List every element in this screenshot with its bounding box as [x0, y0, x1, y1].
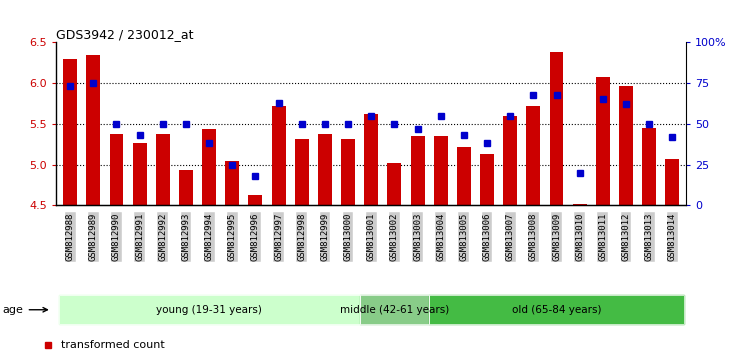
Bar [202, 129, 216, 205]
Bar [457, 147, 471, 205]
Bar [433, 136, 448, 205]
Bar [110, 135, 124, 205]
Text: GSM813001: GSM813001 [367, 213, 376, 262]
Bar [526, 106, 540, 205]
Text: GSM812995: GSM812995 [228, 213, 237, 262]
Bar [573, 204, 586, 205]
Text: GSM812994: GSM812994 [205, 213, 214, 262]
Bar [133, 143, 146, 205]
Text: GSM813012: GSM813012 [622, 213, 631, 262]
Text: GSM812988: GSM812988 [66, 213, 75, 262]
Text: age: age [3, 305, 47, 315]
Text: young (19-31 years): young (19-31 years) [156, 305, 262, 315]
Bar [550, 52, 563, 205]
Text: GSM813006: GSM813006 [482, 213, 491, 262]
Bar [360, 295, 429, 324]
Text: GSM813008: GSM813008 [529, 213, 538, 262]
Text: GSM813013: GSM813013 [645, 213, 654, 262]
Bar [480, 154, 494, 205]
Text: GSM813005: GSM813005 [460, 213, 469, 262]
Text: GSM813009: GSM813009 [552, 213, 561, 262]
Text: GSM813011: GSM813011 [598, 213, 608, 262]
Text: GSM812999: GSM812999 [320, 213, 329, 262]
Bar [429, 295, 684, 324]
Bar [388, 163, 401, 205]
Text: GSM812993: GSM812993 [182, 213, 190, 262]
Text: GSM812992: GSM812992 [158, 213, 167, 262]
Text: GSM813002: GSM813002 [390, 213, 399, 262]
Bar [63, 59, 77, 205]
Bar [272, 106, 286, 205]
Text: GDS3942 / 230012_at: GDS3942 / 230012_at [56, 28, 194, 41]
Bar [360, 295, 429, 324]
Text: GSM812989: GSM812989 [88, 213, 98, 262]
Text: old (65-84 years): old (65-84 years) [512, 305, 602, 315]
Text: GSM812990: GSM812990 [112, 213, 121, 262]
Text: middle (42-61 years): middle (42-61 years) [340, 305, 449, 315]
Text: GSM813007: GSM813007 [506, 213, 515, 262]
Text: GSM812991: GSM812991 [135, 213, 144, 262]
Text: GSM813000: GSM813000 [344, 213, 352, 262]
Bar [179, 170, 193, 205]
Bar [642, 128, 656, 205]
Text: GSM813003: GSM813003 [413, 213, 422, 262]
Bar [248, 195, 262, 205]
Bar [295, 138, 309, 205]
Bar [58, 295, 360, 324]
Bar [86, 55, 100, 205]
Bar [156, 135, 170, 205]
Bar [596, 77, 610, 205]
Bar [410, 136, 424, 205]
Bar [341, 138, 355, 205]
Text: GSM813010: GSM813010 [575, 213, 584, 262]
Bar [619, 86, 633, 205]
Text: transformed count: transformed count [61, 340, 165, 350]
Bar [58, 295, 360, 324]
Text: GSM812998: GSM812998 [297, 213, 306, 262]
Text: GSM812996: GSM812996 [251, 213, 260, 262]
Text: GSM813004: GSM813004 [436, 213, 445, 262]
Bar [318, 134, 332, 205]
Text: GSM812997: GSM812997 [274, 213, 283, 262]
Bar [364, 114, 378, 205]
Bar [665, 159, 680, 205]
Text: GSM813014: GSM813014 [668, 213, 676, 262]
Bar [429, 295, 684, 324]
Bar [225, 161, 239, 205]
Bar [503, 116, 518, 205]
